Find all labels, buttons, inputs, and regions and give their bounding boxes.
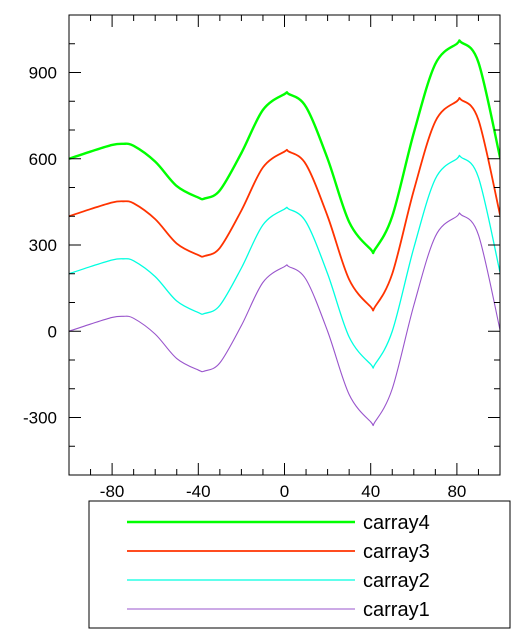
y-tick-label: 0 (48, 322, 57, 341)
series-line-carray1 (69, 212, 500, 427)
series-layer (69, 39, 500, 427)
x-tick-label: -40 (186, 482, 211, 501)
x-tick-label: 40 (361, 482, 380, 501)
y-tick-label: 900 (29, 64, 57, 83)
ticks-layer: -80 -40 0 40 80 -300 0 300 600 900 (23, 14, 501, 501)
y-tick-label: 300 (29, 236, 57, 255)
legend: carray4 carray3 carray2 carray1 (88, 500, 511, 629)
legend-label-carray1: carray1 (363, 599, 430, 621)
legend-label-carray3: carray3 (363, 541, 430, 563)
series-line-carray2 (69, 154, 500, 369)
plot-frame (68, 14, 501, 476)
x-tick-label: 0 (280, 482, 289, 501)
y-tick-label: -300 (23, 409, 57, 428)
legend-label-carray4: carray4 (363, 512, 430, 534)
legend-label-carray2: carray2 (363, 570, 430, 592)
x-tick-label: -80 (100, 482, 125, 501)
series-line-carray3 (69, 97, 500, 312)
x-tick-label: 80 (447, 482, 466, 501)
series-line-carray4 (69, 39, 500, 255)
y-tick-label: 600 (29, 150, 57, 169)
